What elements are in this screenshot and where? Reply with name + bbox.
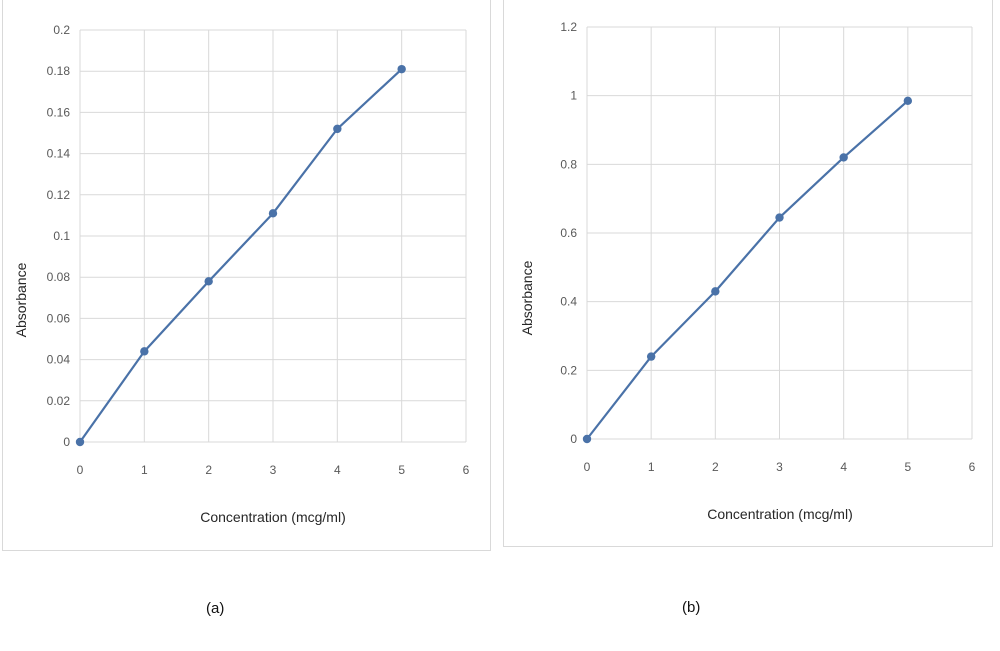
chart-a-data-point [204, 277, 213, 286]
chart-b-x-tick-label: 2 [712, 460, 719, 474]
chart-b-frame [503, 0, 993, 547]
chart-b-x-tick-label: 1 [648, 460, 655, 474]
chart-a: 0 1 2 3 4 5 6 0 0.02 0.04 0.06 0.08 0.1 0.12 0.14 0.16 0… [13, 23, 470, 525]
chart-b-data-point [582, 434, 592, 444]
chart-a-data-point [268, 209, 278, 218]
chart-a-x-tick-label: 4 [334, 463, 341, 477]
chart-b-x-tick-label: 5 [904, 460, 911, 474]
chart-b: 0 1 2 3 4 5 6 0 0.2 0.4 0.6 0.8 1 1.2 Absorbance Concen… [519, 20, 976, 522]
chart-a-y-tick-label: 0.08 [47, 270, 71, 284]
chart-b-data-point [775, 213, 784, 222]
chart-a-y-tick-label: 0 [63, 435, 70, 449]
chart-a-x-tick-label: 5 [398, 463, 405, 477]
chart-a-x-tick-label: 3 [270, 463, 277, 477]
chart-a-x-tick-label: 2 [205, 463, 212, 477]
chart-b-y-tick-label: 0.2 [560, 363, 577, 377]
chart-a-y-tick-label: 0.06 [47, 311, 71, 325]
chart-b-data-point [711, 287, 720, 296]
chart-a-frame [2, 0, 491, 551]
chart-b-x-tick-label: 6 [969, 460, 976, 474]
chart-b-x-tick-label: 3 [776, 460, 783, 474]
chart-b-y-tick-label: 0.4 [560, 295, 577, 309]
chart-b-y-tick-label: 0.6 [560, 226, 577, 240]
chart-b-x-axis-title: Concentration (mcg/ml) [707, 506, 853, 522]
chart-b-data-point [839, 153, 848, 162]
chart-a-y-axis-title: Absorbance [13, 262, 29, 337]
chart-a-x-tick-label: 6 [463, 463, 470, 477]
chart-a-data-point [397, 64, 406, 74]
chart-b-x-tick-label: 4 [840, 460, 847, 474]
chart-a-y-tick-label: 0.02 [47, 394, 71, 408]
chart-b-y-tick-label: 0 [570, 432, 577, 446]
chart-b-y-tick-label: 1.2 [560, 20, 577, 34]
chart-a-y-tick-label: 0.1 [53, 229, 70, 243]
chart-a-caption: (a) [206, 600, 225, 617]
chart-a-y-tick-label: 0.04 [47, 353, 71, 367]
chart-a-data-point [75, 437, 85, 447]
chart-a-y-tick-label: 0.12 [47, 188, 71, 202]
chart-a-y-tick-label: 0.2 [53, 23, 70, 37]
chart-b-data-point [903, 96, 913, 106]
chart-b-y-tick-label: 1 [570, 89, 577, 103]
chart-b-data-point [646, 352, 656, 361]
chart-a-series-line [79, 68, 403, 443]
chart-a-y-tick-label: 0.14 [47, 147, 71, 161]
chart-a-data-point [333, 124, 342, 134]
chart-a-y-tick-label: 0.16 [47, 105, 71, 119]
chart-b-y-tick-label: 0.8 [560, 157, 577, 171]
chart-a-y-tick-label: 0.18 [47, 64, 71, 78]
chart-b-series-line [586, 99, 909, 440]
chart-a-x-tick-label: 0 [77, 463, 84, 477]
chart-b-caption: (b) [682, 599, 701, 616]
chart-b-x-tick-label: 0 [584, 460, 591, 474]
chart-a-data-point [140, 347, 149, 356]
chart-a-x-tick-label: 1 [141, 463, 148, 477]
chart-b-y-axis-title: Absorbance [519, 260, 535, 335]
chart-a-x-axis-title: Concentration (mcg/ml) [200, 509, 346, 525]
